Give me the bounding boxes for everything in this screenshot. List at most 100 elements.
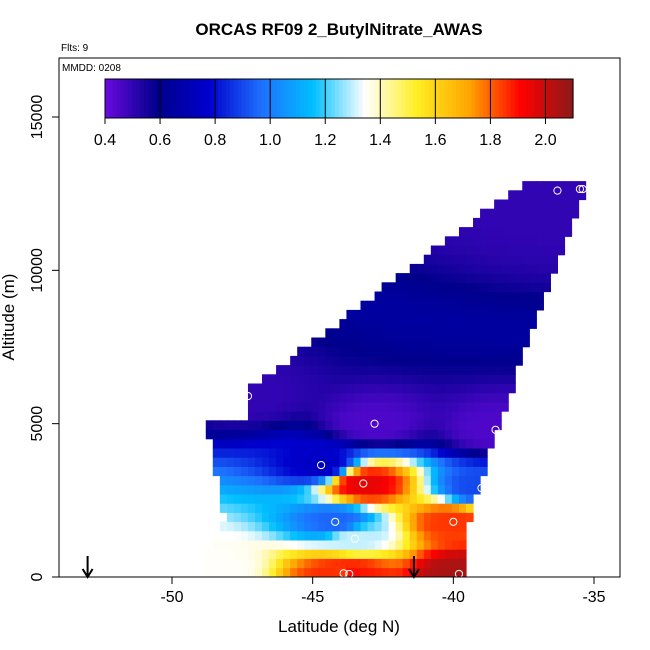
heatmap-cell: [367, 438, 376, 449]
heatmap-cell: [346, 558, 355, 569]
sample-point: [331, 517, 340, 526]
colorbar-swatch: [342, 79, 348, 118]
heatmap-cell: [402, 484, 411, 495]
heatmap-cell: [508, 383, 516, 394]
heatmap-cell: [304, 466, 312, 477]
heatmap-cell: [304, 355, 312, 366]
heatmap-cell: [529, 309, 537, 320]
heatmap-cell: [458, 374, 467, 385]
heatmap-cell: [290, 420, 298, 431]
heatmap-cell: [360, 411, 369, 421]
heatmap-cell: [402, 567, 411, 578]
heatmap-cell: [423, 549, 432, 559]
heatmap-cell: [416, 337, 425, 348]
heatmap-cell: [402, 466, 411, 477]
heatmap-cell: [564, 199, 573, 210]
heatmap-cell: [430, 309, 439, 320]
heatmap-cell: [543, 208, 551, 219]
heatmap-cell: [494, 328, 502, 339]
heatmap-cell: [430, 466, 439, 477]
heatmap-cell: [367, 374, 376, 385]
heatmap-cell: [480, 263, 488, 274]
heatmap-cell: [437, 512, 446, 523]
heatmap-cell: [508, 291, 516, 302]
heatmap-cell: [297, 411, 305, 421]
colorbar-tick-label: 1.6: [424, 132, 446, 149]
heatmap-cell: [480, 457, 488, 467]
heatmap-cell: [240, 420, 249, 431]
heatmap-cell: [437, 447, 446, 458]
heatmap-cell: [381, 291, 390, 302]
heatmap-cell: [430, 567, 439, 578]
heatmap-cell: [480, 401, 488, 412]
heatmap-cell: [451, 530, 460, 541]
heatmap-cell: [276, 365, 284, 375]
sample-point: [477, 483, 486, 493]
heatmap-cell: [381, 567, 390, 578]
heatmap-cell: [276, 484, 284, 495]
heatmap-cell: [318, 475, 326, 486]
heatmap-cell: [318, 429, 326, 440]
heatmap-cell: [325, 484, 333, 495]
heatmap-cell: [297, 521, 305, 532]
heatmap-cell: [480, 392, 488, 403]
heatmap-cell: [262, 383, 270, 394]
heatmap-cell: [247, 475, 256, 486]
heatmap-cell: [346, 567, 355, 578]
heatmap-cell: [297, 429, 305, 440]
heatmap-cell: [395, 420, 404, 431]
heatmap-cell: [437, 383, 446, 394]
heatmap-cell: [451, 447, 460, 458]
heatmap-cell: [226, 420, 235, 431]
heatmap-cell: [353, 558, 362, 569]
heatmap-cell: [219, 447, 228, 458]
heatmap-cell: [437, 493, 446, 504]
heatmap-cell: [522, 208, 530, 219]
heatmap-cell: [339, 328, 348, 339]
heatmap-cell: [339, 411, 348, 421]
heatmap-cell: [226, 530, 235, 541]
heatmap-cell: [515, 227, 523, 237]
heatmap-cell: [360, 383, 369, 394]
heatmap-cell: [501, 346, 509, 357]
heatmap-cell: [409, 457, 418, 467]
heatmap-cell: [430, 438, 439, 449]
heatmap-cell: [557, 181, 566, 191]
heatmap-cell: [353, 475, 362, 486]
heatmap-cell: [508, 309, 516, 320]
heatmap-cell: [444, 429, 453, 440]
heatmap-cell: [374, 484, 383, 495]
heatmap-cell: [283, 420, 291, 431]
heatmap-cell: [360, 328, 369, 339]
heatmap-cell: [205, 567, 214, 578]
heatmap-cell: [325, 411, 333, 421]
heatmap-cell: [543, 227, 551, 237]
heatmap-cell: [437, 549, 446, 559]
heatmap-cell: [416, 429, 425, 440]
heatmap-cell: [465, 411, 474, 421]
heatmap-cell: [487, 346, 495, 357]
heatmap-cell: [529, 217, 537, 228]
heatmap-cell: [480, 365, 488, 375]
heatmap-cell: [501, 355, 509, 366]
heatmap-cell: [458, 530, 467, 541]
heatmap-cell: [254, 549, 263, 559]
heatmap-cell: [311, 438, 319, 449]
heatmap-cell: [458, 263, 467, 274]
heatmap-cell: [473, 438, 481, 449]
heatmap-cell: [473, 245, 481, 256]
heatmap-cell: [290, 512, 298, 523]
heatmap-cell: [381, 521, 390, 532]
colorbar-swatch: [463, 79, 469, 118]
heatmap-cell: [332, 512, 340, 523]
colorbar-swatch: [233, 79, 239, 118]
heatmap-cell: [374, 309, 383, 320]
heatmap-cell: [276, 539, 284, 550]
colorbar-tick-label: 0.4: [94, 132, 116, 149]
heatmap-cell: [212, 539, 221, 550]
heatmap-cell: [494, 227, 502, 237]
heatmap-cell: [233, 484, 242, 495]
heatmap-cell: [262, 475, 270, 486]
heatmap-cell: [487, 263, 495, 274]
heatmap-cell: [339, 337, 348, 348]
